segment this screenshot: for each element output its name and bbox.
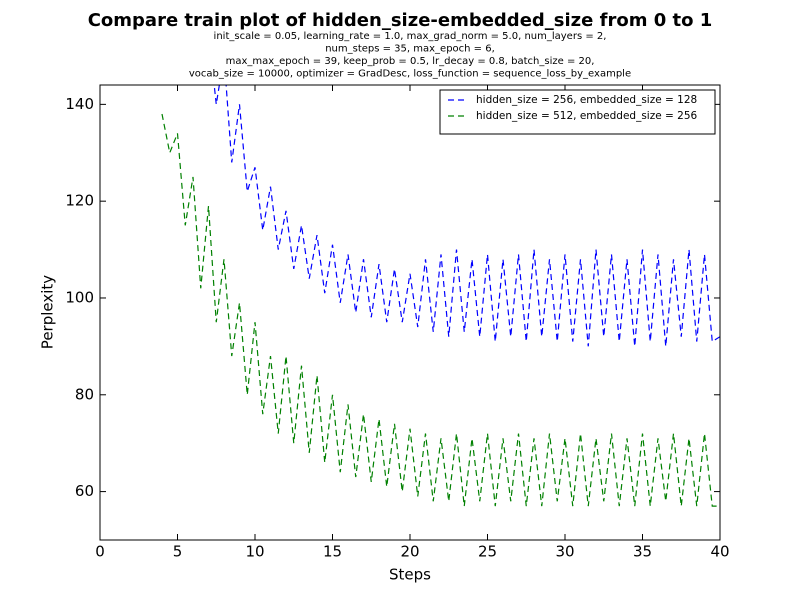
data-line: [161, 113, 720, 507]
x-tick-label: 40: [710, 543, 729, 561]
subtitle: max_max_epoch = 39, keep_prob = 0.5, lr_…: [226, 56, 595, 67]
x-tick-label: 10: [245, 543, 264, 561]
x-tick-label: 30: [555, 543, 574, 561]
plot-area: [161, 85, 720, 507]
x-tick-label: 35: [633, 543, 652, 561]
y-tick-label: 60: [75, 482, 94, 500]
x-tick-label: 25: [478, 543, 497, 561]
y-tick-label: 80: [75, 385, 94, 403]
x-tick-label: 20: [400, 543, 419, 561]
y-axis-label: Perplexity: [39, 275, 57, 349]
y-tick-label: 140: [65, 95, 94, 113]
chart-title: Compare train plot of hidden_size-embedd…: [88, 10, 713, 31]
plot-frame: [99, 84, 721, 541]
x-axis-label: Steps: [389, 566, 431, 584]
x-tick-label: 15: [323, 543, 342, 561]
subtitle: num_steps = 35, max_epoch = 6,: [325, 44, 495, 55]
x-tick-label: 0: [95, 543, 105, 561]
subtitle: vocab_size = 10000, optimizer = GradDesc…: [189, 69, 631, 80]
y-tick-label: 120: [65, 192, 94, 210]
x-tick-label: 5: [173, 543, 183, 561]
legend-label: hidden_size = 256, embedded_size = 128: [476, 94, 697, 106]
legend-label: hidden_size = 512, embedded_size = 256: [476, 110, 698, 122]
legend-box: [439, 89, 716, 135]
data-line: [213, 85, 720, 347]
subtitle: init_scale = 0.05, learning_rate = 1.0, …: [214, 31, 607, 42]
y-tick-label: 100: [65, 288, 94, 306]
